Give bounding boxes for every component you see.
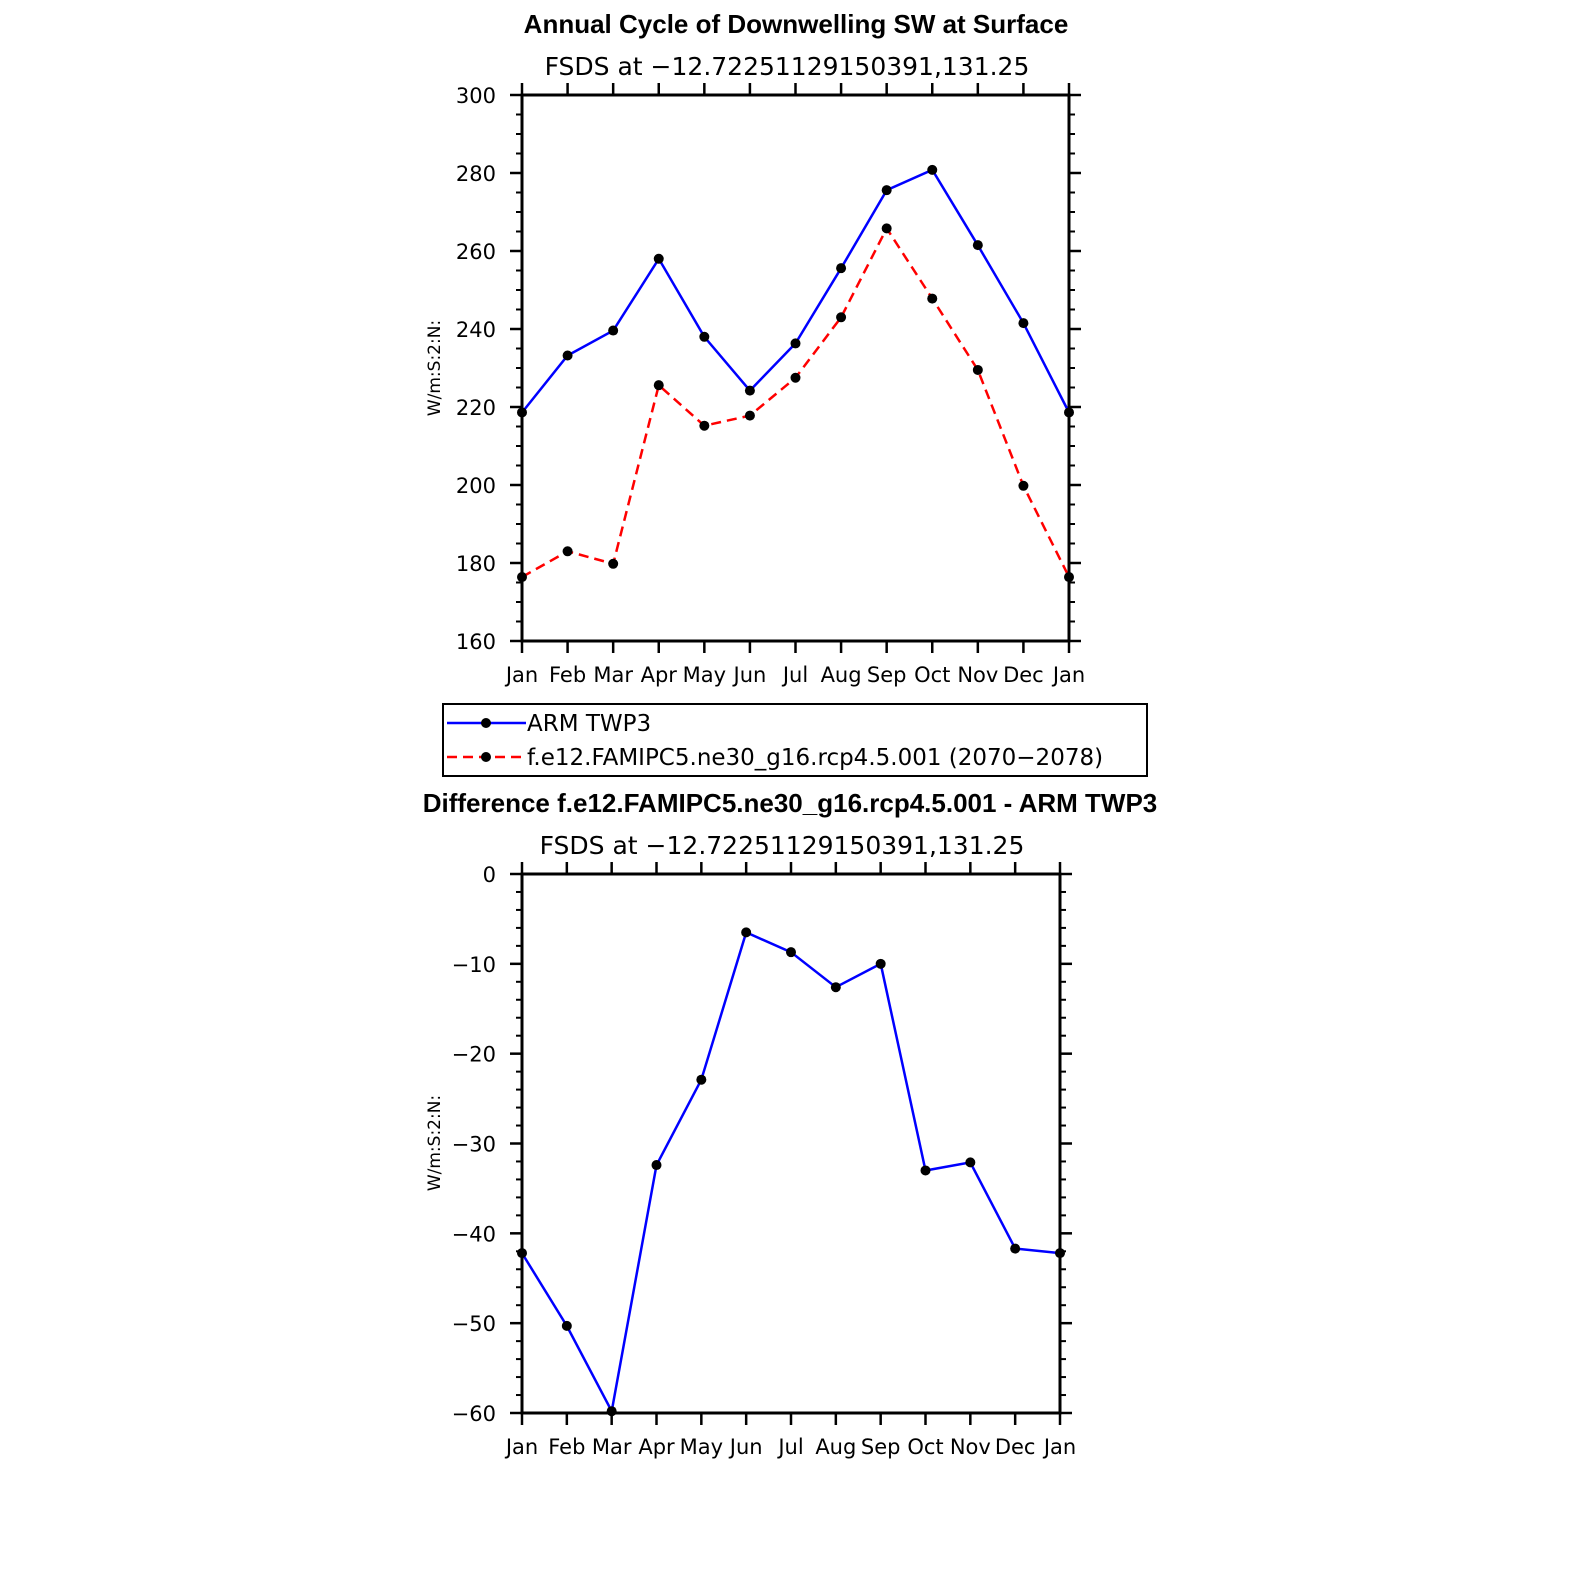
legend-marker-arm	[481, 718, 491, 728]
data-point	[653, 380, 664, 391]
data-point	[830, 982, 841, 993]
data-point	[517, 572, 527, 583]
y-tick-label: 280	[456, 162, 496, 186]
data-point	[562, 546, 573, 557]
data-point	[562, 350, 573, 361]
data-point	[517, 407, 527, 418]
data-point	[875, 958, 886, 969]
chart-title: Annual Cycle of Downwelling SW at Surfac…	[524, 9, 1069, 39]
series-line-1	[521, 225, 1071, 579]
data-point	[653, 253, 664, 264]
data-point	[927, 293, 938, 304]
x-tick-label: Dec	[995, 1435, 1036, 1459]
y-axis-label: W/m:S:2:N:	[425, 320, 445, 416]
data-point	[790, 372, 801, 383]
data-point	[965, 1157, 976, 1168]
y-tick-label: 180	[456, 552, 496, 576]
chart-subtitle: FSDS at −12.72251129150391,131.25	[545, 52, 1030, 81]
x-tick-label: Jan	[1051, 663, 1085, 687]
data-point	[1055, 1248, 1065, 1259]
legend: ARM TWP3 f.e12.FAMIPC5.ne30_g16.rcp4.5.0…	[442, 703, 1148, 777]
data-point	[972, 240, 983, 251]
x-tick-label: Apr	[641, 663, 678, 687]
data-point	[786, 947, 796, 958]
x-tick-label: May	[683, 663, 726, 687]
y-tick-label: −30	[452, 1133, 496, 1157]
data-point	[606, 1406, 617, 1417]
difference-chart: Difference f.e12.FAMIPC5.ne30_g16.rcp4.5…	[423, 788, 1158, 1459]
x-tick-label: Feb	[548, 1435, 585, 1459]
x-tick-label: Jul	[776, 1435, 803, 1459]
data-point	[741, 927, 752, 938]
y-tick-label: 300	[456, 84, 496, 108]
x-tick-label: Oct	[914, 663, 950, 687]
x-tick-label: Nov	[950, 1435, 991, 1459]
x-tick-label: Jun	[732, 663, 767, 687]
data-point	[927, 164, 938, 175]
x-tick-label: Oct	[907, 1435, 943, 1459]
plot-frame	[520, 93, 1071, 643]
legend-marker-model	[481, 752, 491, 762]
x-tick-label: Mar	[592, 1435, 632, 1459]
y-tick-label: 220	[456, 396, 496, 420]
data-point	[1064, 407, 1074, 418]
y-tick-label: −40	[452, 1222, 496, 1246]
y-tick-label: 260	[456, 240, 496, 264]
data-point	[608, 558, 619, 569]
y-axis-label: W/m:S:2:N:	[425, 1095, 445, 1191]
data-point	[517, 1248, 527, 1259]
data-point	[744, 385, 755, 396]
legend-label-arm: ARM TWP3	[527, 711, 651, 737]
x-tick-label: Feb	[549, 663, 586, 687]
x-tick-label: Apr	[638, 1435, 675, 1459]
data-point	[699, 420, 710, 431]
x-tick-label: Sep	[861, 1435, 901, 1459]
x-tick-label: Mar	[593, 663, 633, 687]
y-tick-label: 200	[456, 474, 496, 498]
y-tick-label: 240	[456, 318, 496, 342]
data-point	[1010, 1243, 1021, 1254]
x-tick-label: Jan	[504, 663, 538, 687]
x-tick-label: Sep	[867, 663, 907, 687]
series-line-0	[520, 930, 1061, 1415]
data-point	[1018, 318, 1029, 329]
y-tick-label: 0	[483, 863, 496, 887]
x-tick-label: Jan	[504, 1435, 538, 1459]
y-tick-label: −50	[452, 1312, 496, 1336]
y-tick-label: −60	[452, 1402, 496, 1426]
x-tick-label: Aug	[815, 1435, 856, 1459]
annual-cycle-chart: Annual Cycle of Downwelling SW at Surfac…	[425, 9, 1085, 687]
x-tick-label: Aug	[821, 663, 862, 687]
data-point	[608, 325, 619, 336]
data-point	[561, 1320, 572, 1331]
data-point	[1064, 572, 1074, 583]
y-tick-label: −20	[452, 1043, 496, 1067]
x-tick-label: Dec	[1003, 663, 1044, 687]
y-tick-label: 160	[456, 630, 496, 654]
y-tick-label: −10	[452, 953, 496, 977]
data-point	[881, 223, 892, 234]
plot-frame	[520, 872, 1062, 1415]
data-point	[1018, 480, 1029, 491]
data-point	[881, 185, 892, 196]
data-point	[836, 312, 847, 323]
data-point	[836, 263, 847, 274]
data-point	[696, 1074, 707, 1085]
data-point	[699, 331, 710, 342]
legend-box	[442, 703, 1148, 777]
data-point	[790, 338, 801, 349]
chart-subtitle: FSDS at −12.72251129150391,131.25	[540, 831, 1025, 860]
x-tick-label: Jun	[728, 1435, 763, 1459]
x-tick-label: Jul	[781, 663, 808, 687]
x-tick-label: May	[680, 1435, 723, 1459]
data-point	[744, 410, 755, 421]
legend-label-model: f.e12.FAMIPC5.ne30_g16.rcp4.5.001 (2070−…	[527, 745, 1103, 771]
x-tick-label: Jan	[1042, 1435, 1076, 1459]
chart-title: Difference f.e12.FAMIPC5.ne30_g16.rcp4.5…	[423, 788, 1158, 818]
data-point	[920, 1165, 931, 1176]
data-point	[651, 1160, 662, 1171]
x-tick-label: Nov	[957, 663, 998, 687]
data-point	[972, 364, 983, 375]
